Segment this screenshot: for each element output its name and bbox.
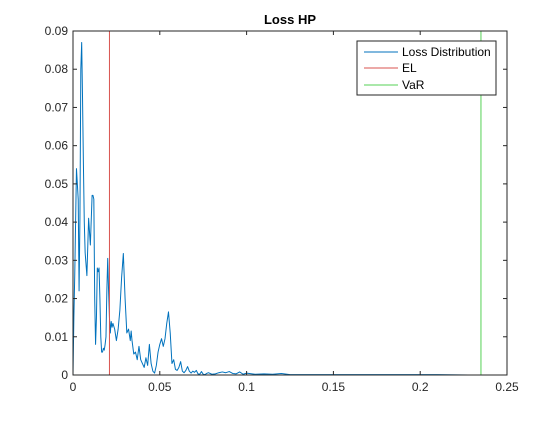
- y-tick-label: 0.07: [45, 100, 69, 114]
- x-tick-label: 0.2: [412, 380, 429, 394]
- y-tick-label: 0: [61, 368, 68, 382]
- x-tick-label: 0.1: [238, 380, 255, 394]
- y-tick-label: 0.02: [45, 292, 69, 306]
- y-tick-label: 0.08: [45, 62, 69, 76]
- series-line-loss-distribution: [72, 41, 469, 376]
- legend-label-el: EL: [402, 61, 417, 75]
- y-tick-label: 0.06: [45, 139, 69, 153]
- y-tick-label: 0.01: [45, 330, 69, 344]
- y-tick-label: 0.04: [45, 215, 69, 229]
- y-tick-label: 0.05: [45, 177, 69, 191]
- legend: Loss Distribution EL VaR: [356, 40, 497, 96]
- y-tick-label: 0.09: [45, 24, 69, 38]
- plot-frame: [72, 30, 508, 376]
- axes-layer: 0 0.05 0.1 0.15 0.2 0.25 0 0.01 0.02 0.03 0.04 0.05…: [45, 24, 519, 394]
- x-tick-label: 0.25: [495, 380, 519, 394]
- y-tick-label: 0.03: [45, 253, 69, 267]
- legend-label-loss-distribution: Loss Distribution: [402, 45, 491, 59]
- legend-label-var: VaR: [402, 78, 425, 92]
- x-tick-label: 0.05: [148, 380, 172, 394]
- chart-title: Loss HP: [264, 12, 316, 27]
- x-tick-label: 0: [70, 380, 77, 394]
- x-tick-label: 0.15: [322, 380, 346, 394]
